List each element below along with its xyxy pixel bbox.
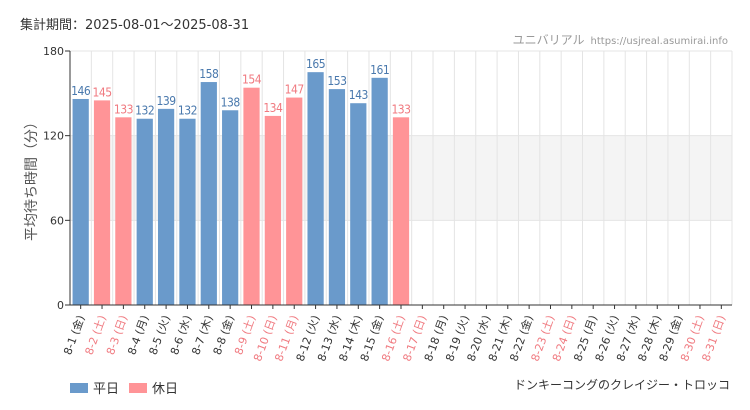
legend-label-weekday: 平日 [93,382,120,397]
site-url[interactable]: https://usjreal.asumirai.info [590,36,728,47]
bar [392,117,410,305]
bar-value-label: 161 [370,63,389,77]
bar-value-label: 134 [263,101,283,115]
bar [179,118,196,305]
bar-value-label: 158 [199,67,219,81]
bar [350,103,367,305]
y-tick-label: 60 [50,214,64,227]
bar-value-label: 146 [71,84,91,98]
bar [328,89,346,305]
bar [93,100,111,305]
bar-value-label: 132 [135,104,154,118]
bar [115,117,132,305]
bar [200,82,217,306]
bar [243,87,260,305]
y-axis-title: 平均待ち時間（分） [24,115,40,241]
bar-value-label: 133 [391,102,410,116]
bar-value-label: 145 [92,85,111,99]
bar-value-label: 139 [157,94,177,108]
bar-value-label: 132 [178,104,197,118]
bar-value-label: 153 [327,74,346,88]
legend-item-weekday: 平日 [70,378,119,397]
site-credit[interactable]: ユニバリアル https://usjreal.asumirai.info [513,31,728,48]
legend-swatch-weekday [70,382,88,393]
bar [264,115,281,306]
y-tick-label: 0 [57,299,64,312]
bar-value-label: 133 [114,102,133,116]
period-text: 集計期間：2025-08-01～2025-08-31 [20,18,250,33]
bar [286,97,303,305]
bar [222,110,239,306]
bar-value-label: 143 [349,88,368,102]
bar [136,118,153,305]
site-name: ユニバリアル [512,33,585,47]
attraction-name: ドンキーコングのクレイジー・トロッコ [513,378,730,392]
legend-label-holiday: 休日 [152,382,179,397]
y-tick-label: 120 [43,130,64,143]
legend-swatch-holiday [129,382,148,393]
bar [72,98,89,305]
y-tick-label: 180 [43,45,64,58]
bar-value-label: 138 [221,95,241,109]
legend-item-holiday: 休日 [129,378,178,397]
bar [157,108,175,305]
chart-legend: 平日 休日 [70,378,188,397]
bar [371,77,388,305]
bar [307,72,324,306]
bar-value-label: 165 [306,57,325,71]
bar-value-label: 147 [285,83,304,97]
bar-value-label: 154 [242,73,262,87]
